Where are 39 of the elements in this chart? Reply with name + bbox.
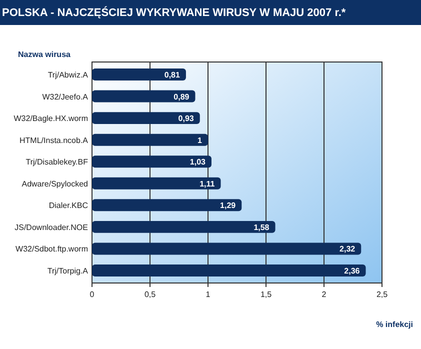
- data-label: 1,58: [254, 222, 270, 232]
- y-tick-label: Adware/Spylocked: [22, 179, 88, 188]
- bar: [92, 112, 200, 124]
- bar: [92, 177, 221, 190]
- data-label: 1,03: [190, 158, 206, 167]
- bar: [92, 68, 186, 81]
- bar: [92, 156, 212, 168]
- data-label: 0,81: [164, 70, 181, 80]
- data-label: 0,89: [174, 92, 190, 102]
- data-label: 0,93: [178, 114, 194, 124]
- x-tick-label: 1,5: [260, 290, 272, 299]
- data-label: 1: [198, 136, 203, 145]
- y-tick-label: HTML/Insta.ncob.A: [20, 136, 89, 145]
- bar: [92, 134, 208, 146]
- data-label: 2,32: [340, 244, 356, 254]
- data-label: 1,11: [200, 179, 216, 188]
- bar: [92, 264, 366, 276]
- data-label: 2,36: [344, 266, 360, 276]
- x-axis-title: % infekcji: [376, 320, 413, 329]
- bar: [92, 242, 362, 255]
- x-tick-label: 2: [322, 290, 327, 299]
- y-tick-label: Trj/Disablekey.BF: [26, 158, 88, 167]
- x-tick-label: 0,5: [144, 290, 156, 299]
- chart-title: POLSKA - NAJCZĘŚCIEJ WYKRYWANE WIRUSY W MAJU 2007 r.*: [2, 6, 346, 19]
- y-tick-label: W32/Jeefo.A: [42, 92, 89, 102]
- bar: [92, 90, 196, 102]
- y-tick-label: JS/Downloader.NOE: [14, 222, 88, 232]
- y-tick-label: Trj/Torpig.A: [47, 266, 89, 276]
- x-tick-label: 2,5: [376, 290, 388, 299]
- bar: [92, 220, 276, 233]
- y-tick-label: W32/Bagle.HX.worm: [14, 114, 88, 124]
- x-tick-label: 0: [90, 290, 95, 299]
- bar: [92, 199, 242, 212]
- y-tick-label: Trj/Abwiz.A: [48, 70, 89, 80]
- y-tick-label: W32/Sdbot.ftp.worm: [16, 244, 88, 254]
- y-tick-label: Dialer.KBC: [48, 201, 88, 210]
- x-tick-label: 1: [206, 290, 211, 299]
- data-label: 1,29: [220, 201, 236, 210]
- y-axis-title: Nazwa wirusa: [18, 50, 72, 59]
